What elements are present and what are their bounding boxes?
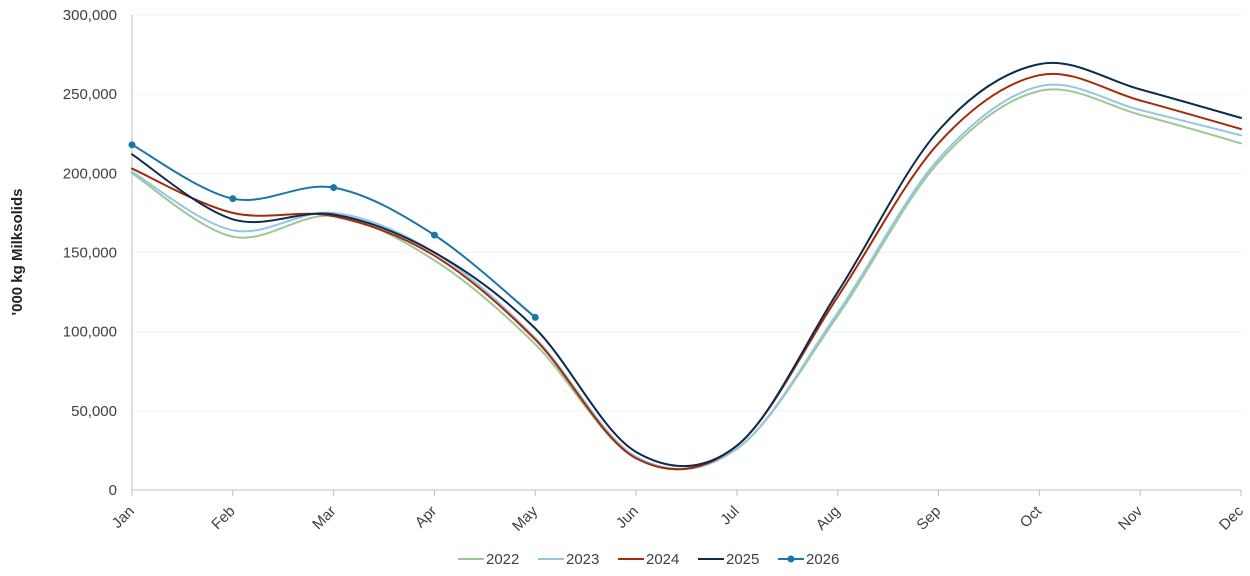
x-tick-label: Sep <box>913 503 944 534</box>
series-point-2026 <box>128 141 136 149</box>
x-tick-label: Nov <box>1115 502 1146 533</box>
x-tick-label: Mar <box>309 503 339 533</box>
y-tick-label: 100,000 <box>63 324 117 341</box>
series-line-2022 <box>131 88 1242 471</box>
y-tick-label: 200,000 <box>63 165 117 182</box>
x-tick-label: Oct <box>1017 502 1046 531</box>
series-layer <box>128 61 1242 471</box>
x-tick-label: Jan <box>109 503 138 532</box>
y-tick-label: 50,000 <box>71 403 117 420</box>
y-tick-label: 250,000 <box>63 86 117 103</box>
series-line-2026 <box>131 143 537 319</box>
series-point-2026 <box>229 195 237 203</box>
legend-label-2024: 2024 <box>646 551 679 568</box>
x-tick-label: Apr <box>412 503 441 532</box>
x-tick-label: Dec <box>1216 502 1247 533</box>
x-tick-label: Jun <box>613 503 642 532</box>
x-tick-label: Aug <box>813 503 844 534</box>
series-line-2025 <box>131 61 1242 468</box>
x-tick-label: Jul <box>717 503 743 529</box>
legend-label-2026: 2026 <box>806 551 839 568</box>
y-axis-title: '000 kg Milksolids <box>9 189 26 316</box>
y-tick-label: 0 <box>109 482 117 499</box>
series-line-2024 <box>131 72 1242 471</box>
legend-label-2025: 2025 <box>726 551 759 568</box>
grid-layer <box>132 14 1241 412</box>
series-point-2026 <box>430 231 438 239</box>
legend-label-2023: 2023 <box>566 551 599 568</box>
x-tick-label: May <box>509 502 541 534</box>
legend: 2022 2023 2024 2025 2026 <box>458 551 839 568</box>
x-tick-label: Feb <box>208 503 238 533</box>
series-point-2026 <box>531 313 539 321</box>
y-tick-label: 150,000 <box>63 245 117 262</box>
y-tick-label: 300,000 <box>63 7 117 24</box>
legend-label-2022: 2022 <box>486 551 519 568</box>
series-point-2026 <box>330 184 338 192</box>
legend-marker-2026 <box>787 555 795 563</box>
